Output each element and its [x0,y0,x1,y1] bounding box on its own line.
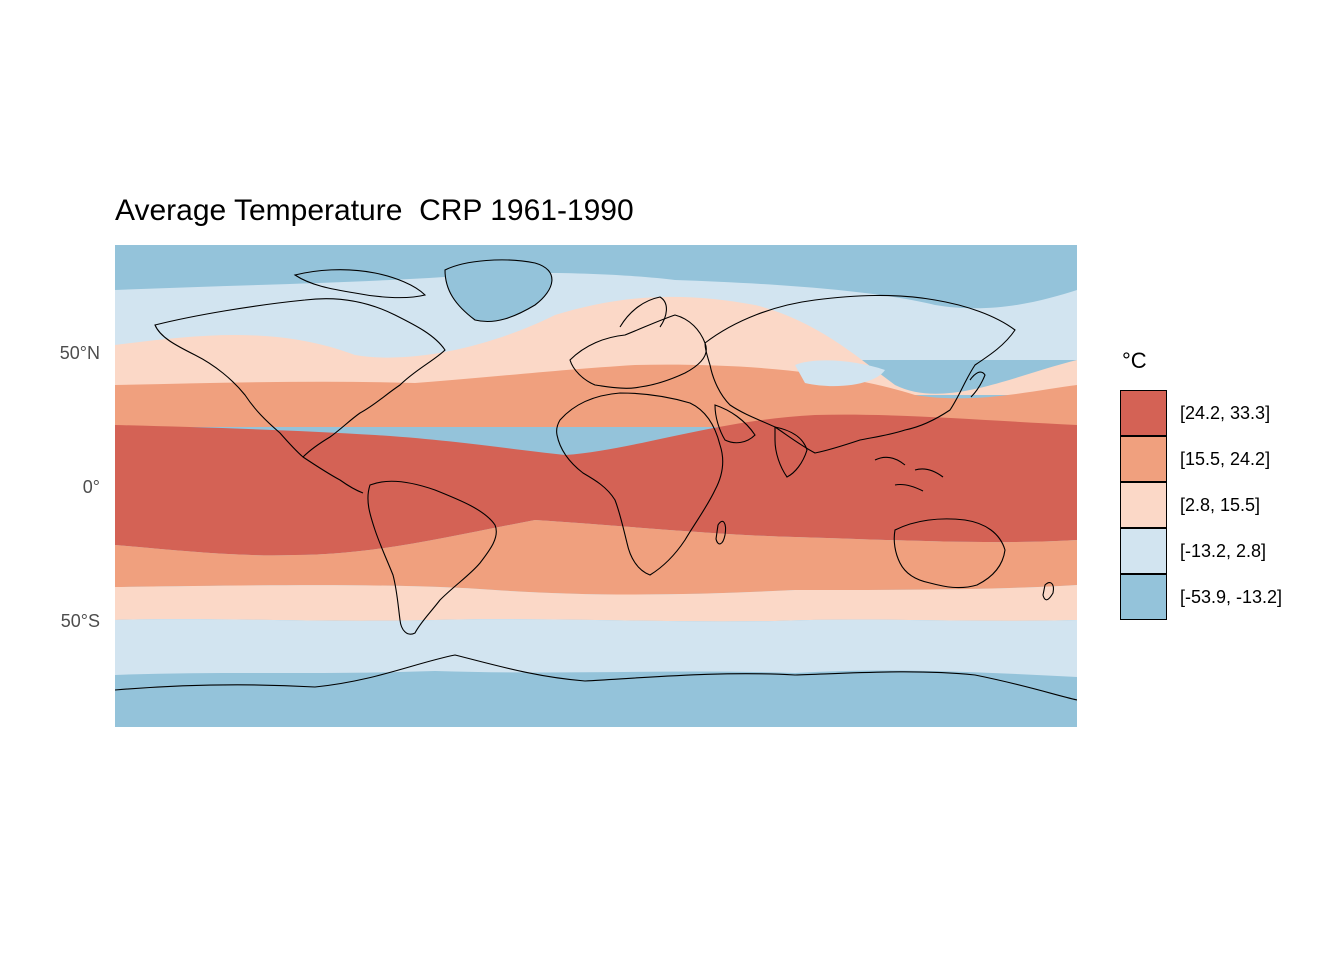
africa [556,392,724,576]
legend-item-4: [-13.2, 2.8] [1120,528,1340,574]
legend-swatch-1 [1120,390,1167,436]
legend-title: °C [1122,348,1147,373]
scandinavia [619,296,667,328]
band-warm-south [115,520,1077,595]
tibet-cold [795,360,885,387]
australia [893,518,1006,589]
arctic-islands [293,269,427,299]
arabian-peninsula [714,404,756,444]
legend: °C [24.2, 33.3] [15.5, 24.2] [2.8, 15.5]… [1120,348,1340,620]
legend-swatch-2 [1120,436,1167,482]
new-zealand [1042,582,1054,601]
legend-label-1: [24.2, 33.3] [1180,403,1271,423]
band-mild-south [115,585,1077,622]
world-map-svg [115,245,1077,727]
greenland-cold [445,259,552,322]
coastlines [115,259,1077,701]
madagascar [715,520,727,545]
lat-tick-50s: 50°S [60,611,100,631]
north-america [154,298,446,458]
legend-item-1: [24.2, 33.3] [1120,390,1340,436]
central-america [302,456,364,494]
legend-label-4: [-13.2, 2.8] [1180,541,1267,561]
greenland [444,259,553,323]
map-title: Average Temperature CRP 1961-1990 [115,194,634,227]
europe [569,314,707,389]
legend-item-2: [15.5, 24.2] [1120,436,1340,482]
legend-label-3: [2.8, 15.5] [1180,495,1261,515]
legend-label-2: [15.5, 24.2] [1180,449,1271,469]
se-asia-islands [874,456,944,492]
band-cool-south [115,619,1077,677]
india [774,426,808,478]
world-map [115,245,1077,727]
south-america [367,480,497,635]
antarctica [115,654,1077,701]
legend-label-5: [-53.9, -13.2] [1180,587,1283,607]
japan [969,371,986,398]
legend-item-5: [-53.9, -13.2] [1120,574,1340,620]
legend-item-3: [2.8, 15.5] [1120,482,1340,528]
lat-tick-0: 0° [82,477,100,497]
legend-swatch-4 [1120,528,1167,574]
lat-tick-50n: 50°N [59,343,100,363]
band-hot [115,414,1077,556]
asia [704,294,1016,454]
legend-swatch-3 [1120,482,1167,528]
legend-swatch-5 [1120,574,1167,620]
